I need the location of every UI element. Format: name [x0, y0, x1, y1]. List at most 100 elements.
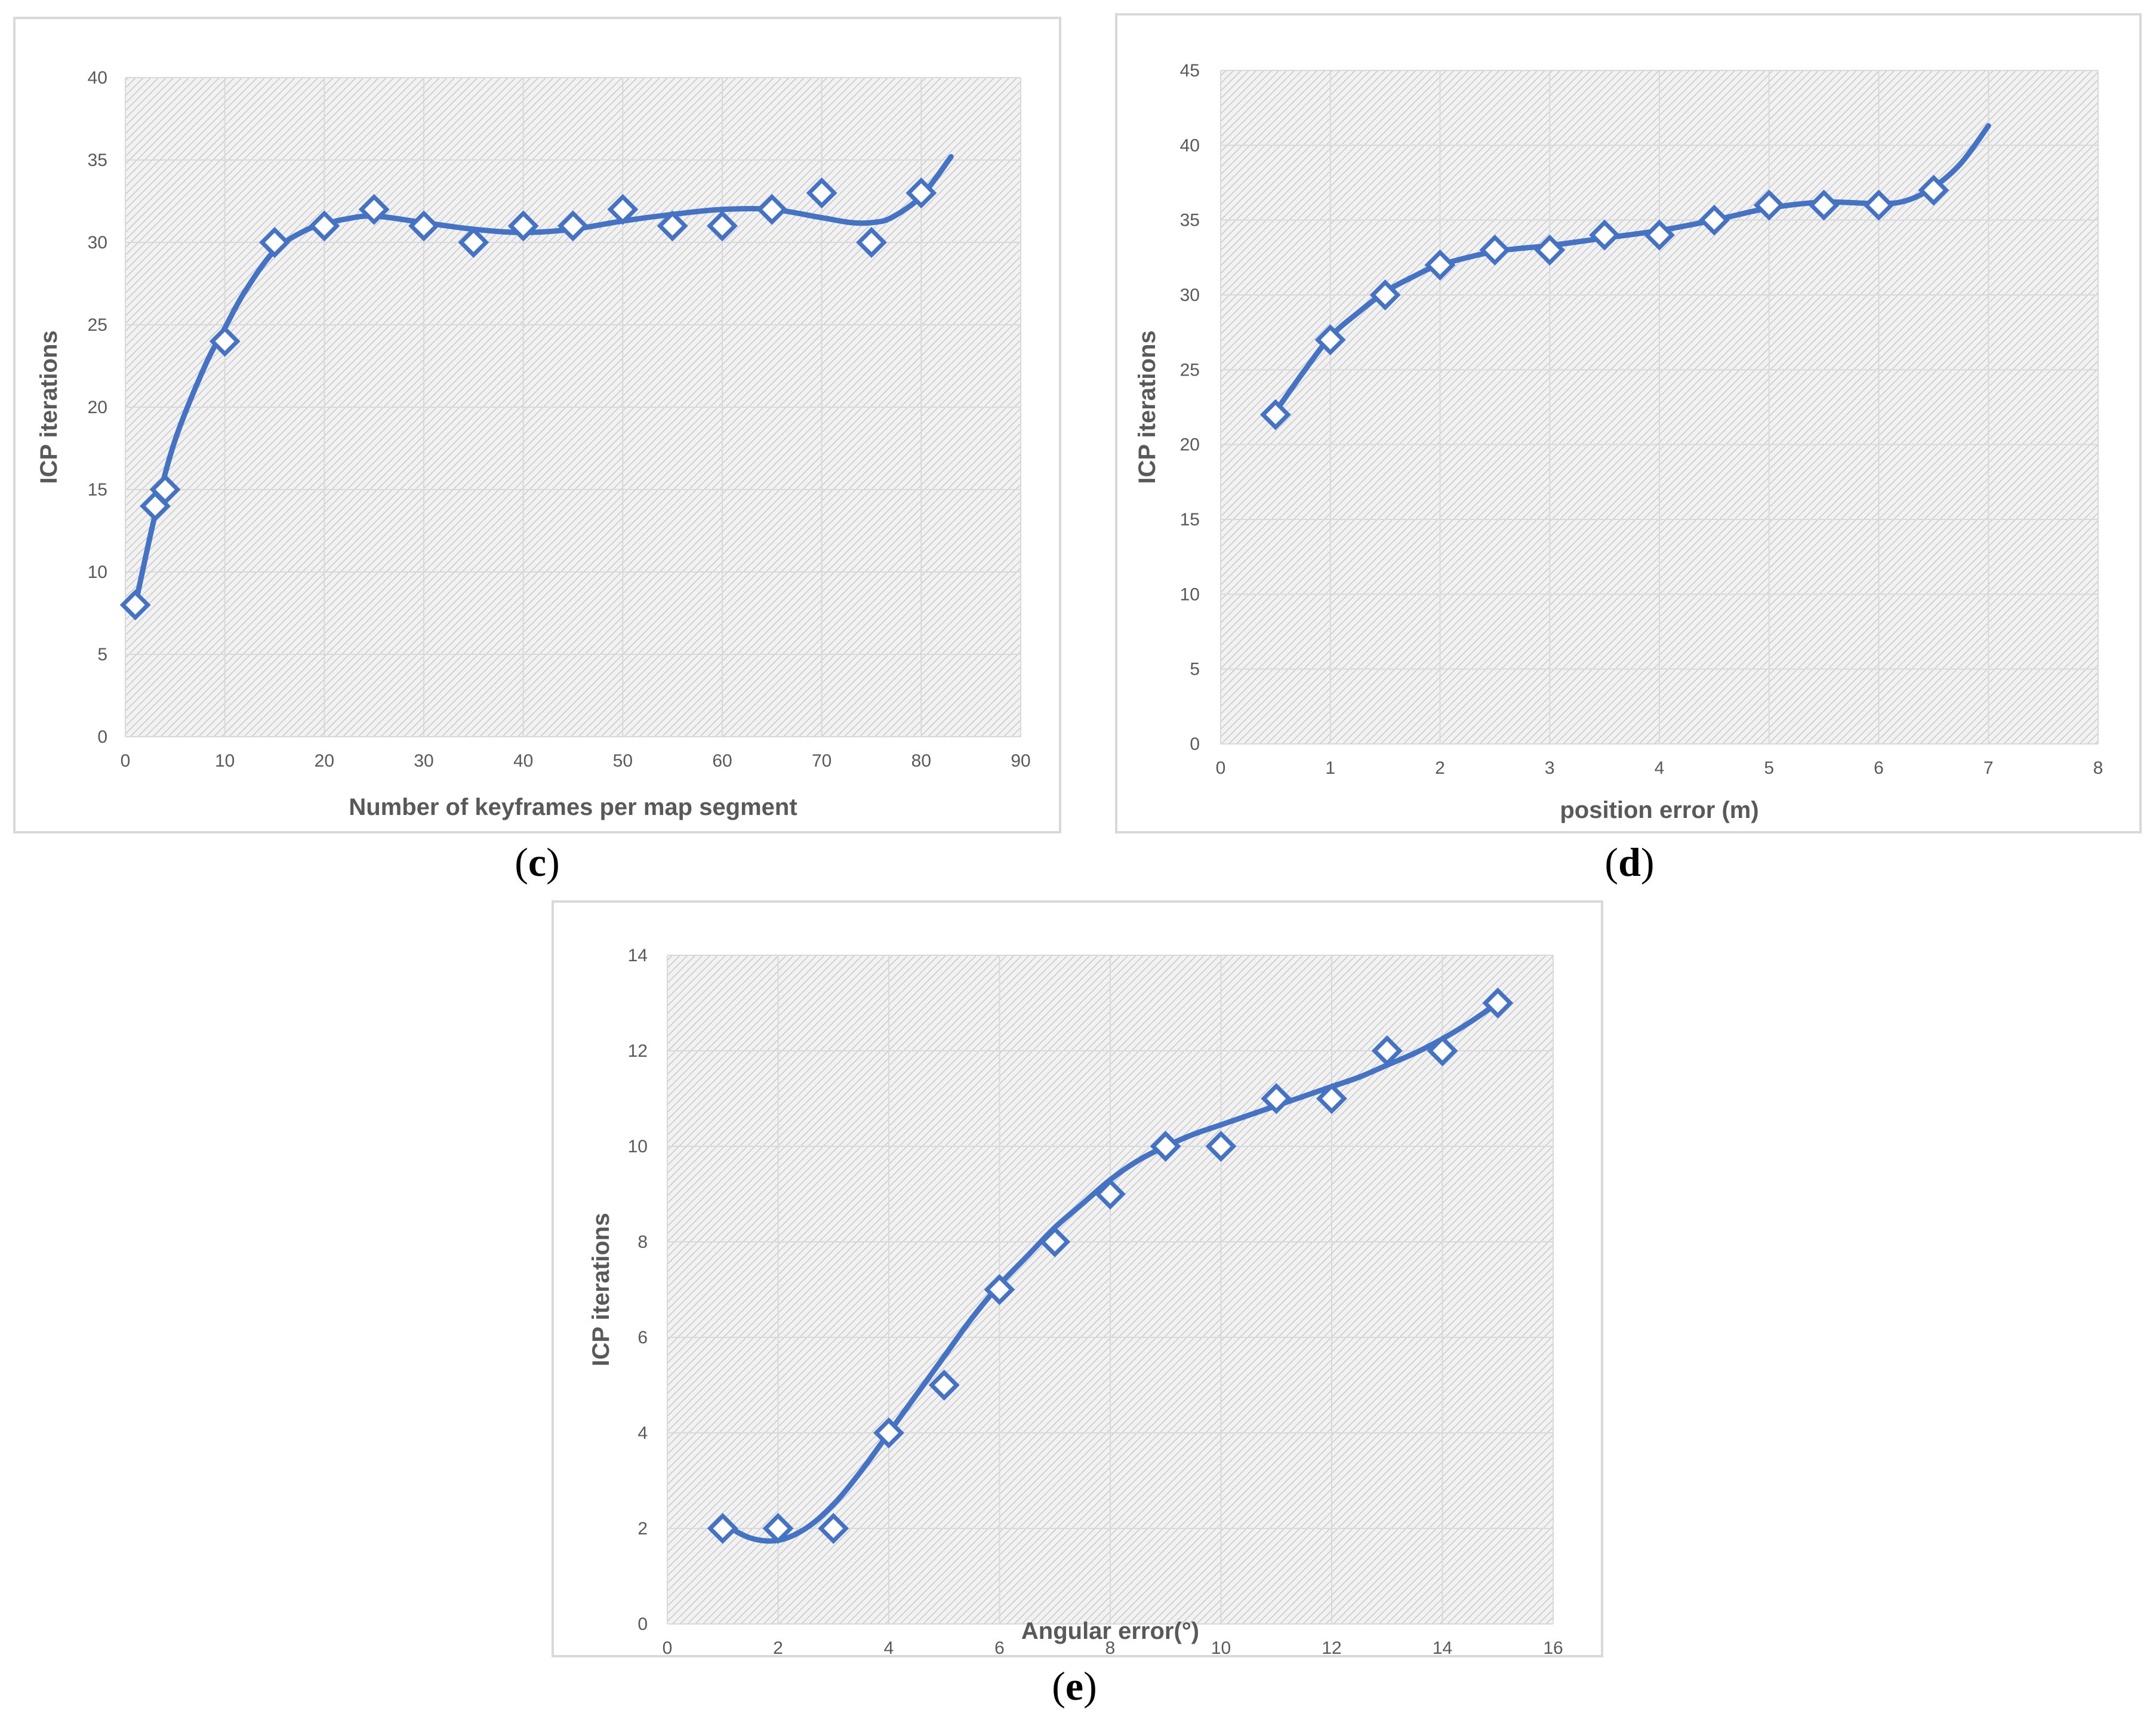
- data-point-marker: [1261, 1083, 1292, 1114]
- data-point-marker: [558, 210, 589, 242]
- data-point-marker: [507, 210, 539, 242]
- x-tick-label: 10: [1211, 1638, 1231, 1658]
- data-point-marker: [984, 1274, 1015, 1305]
- x-tick-label: 8: [1105, 1638, 1116, 1658]
- x-axis-title: Angular error(°): [1021, 1618, 1199, 1644]
- y-axis-title: ICP iterations: [588, 1213, 614, 1366]
- y-axis-title: ICP iterations: [36, 330, 62, 484]
- x-tick-label: 1: [1325, 758, 1335, 778]
- data-point-marker: [1369, 279, 1401, 310]
- data-point-marker: [905, 177, 937, 209]
- y-tick-label: 14: [628, 946, 648, 965]
- x-tick-label: 6: [1874, 758, 1884, 778]
- data-point-marker: [1205, 1131, 1237, 1162]
- data-point-marker: [358, 193, 390, 225]
- panel-label-c: (c): [515, 839, 560, 885]
- y-axis-title: ICP iterations: [1134, 330, 1160, 484]
- x-tick-label: 90: [1011, 751, 1030, 771]
- x-tick-label: 6: [994, 1638, 1005, 1658]
- data-point-marker: [1753, 189, 1785, 221]
- y-tick-label: 6: [637, 1328, 648, 1348]
- chart-panel-e: 0 2 4 6 8 10 12 14 0 2 4 6 8 10 12 14 16 Angular error(°)…: [549, 896, 1612, 1735]
- x-tick-label: 0: [121, 751, 131, 771]
- data-point-marker: [607, 193, 639, 225]
- y-tick-label: 0: [637, 1614, 648, 1634]
- y-tick-label: 15: [1180, 510, 1200, 530]
- data-point-marker: [762, 1513, 794, 1544]
- data-point-marker: [1534, 234, 1566, 266]
- data-point-marker: [818, 1513, 849, 1544]
- trendline: [133, 153, 954, 608]
- data-point-marker: [1314, 324, 1346, 356]
- data-point-marker: [1808, 189, 1840, 221]
- x-tick-label: 80: [911, 751, 931, 771]
- x-tick-label: 4: [884, 1638, 894, 1658]
- data-point-marker: [756, 193, 788, 225]
- x-tick-label: 8: [2093, 758, 2103, 778]
- x-tick-label: 12: [1322, 1638, 1341, 1658]
- x-tick-label: 14: [1433, 1638, 1452, 1658]
- y-tick-label: 30: [88, 233, 107, 253]
- data-point-marker: [1698, 204, 1730, 236]
- data-point-marker: [1479, 234, 1511, 266]
- data-point-marker: [928, 1370, 960, 1401]
- x-tick-label: 4: [1655, 758, 1665, 778]
- x-tick-label: 30: [414, 751, 433, 771]
- x-axis-title: Number of keyframes per map segment: [349, 794, 797, 820]
- x-axis-title: position error (m): [1560, 797, 1758, 823]
- y-tick-label: 40: [1180, 136, 1200, 155]
- y-tick-label: 35: [1180, 211, 1200, 230]
- data-point-marker: [259, 227, 290, 258]
- data-point-marker: [209, 325, 241, 357]
- trendline: [720, 1000, 1501, 1544]
- data-point-marker: [707, 210, 738, 242]
- data-point-marker: [873, 1417, 904, 1448]
- data-point-marker: [1427, 1035, 1458, 1066]
- x-tick-label: 10: [215, 751, 235, 771]
- x-tick-label: 3: [1545, 758, 1555, 778]
- data-point-marker: [1644, 219, 1675, 251]
- data-point-marker: [1095, 1179, 1126, 1210]
- y-tick-label: 20: [1180, 435, 1200, 455]
- y-tick-label: 12: [628, 1041, 648, 1061]
- y-tick-label: 10: [628, 1137, 648, 1156]
- x-tick-label: 5: [1764, 758, 1774, 778]
- panel-label-e: (e): [1052, 1663, 1097, 1709]
- data-point-marker: [856, 227, 887, 258]
- y-tick-label: 5: [1190, 660, 1200, 679]
- y-tick-label: 20: [88, 398, 107, 417]
- data-point-marker: [458, 227, 489, 258]
- y-tick-label: 35: [88, 150, 107, 170]
- chart-c: 0 5 10 15 20 25 30 35 40 0 10 20 30 40 50 60 70 80 90 Numbe…: [36, 68, 1031, 820]
- x-tick-label: 16: [1543, 1638, 1563, 1658]
- data-point-marker: [309, 210, 340, 242]
- y-tick-label: 25: [1180, 360, 1200, 380]
- data-point-marker: [707, 1513, 738, 1544]
- chart-panel-c: 0 5 10 15 20 25 30 35 40 0 10 20 30 40 50 60 70 80 90 Numbe…: [0, 0, 1074, 919]
- x-tick-label: 7: [1983, 758, 1994, 778]
- y-tick-label: 8: [637, 1232, 648, 1252]
- data-point-marker: [657, 210, 688, 242]
- y-tick-label: 10: [1180, 585, 1200, 604]
- panel-label-d: (d): [1604, 839, 1655, 885]
- y-tick-label: 5: [97, 645, 107, 665]
- data-point-marker: [1150, 1131, 1181, 1162]
- y-tick-label: 10: [88, 562, 107, 582]
- data-point-marker: [149, 474, 181, 505]
- x-tick-label: 40: [513, 751, 533, 771]
- x-tick-label: 0: [663, 1638, 673, 1658]
- data-point-marker: [1371, 1035, 1403, 1066]
- y-tick-label: 2: [637, 1519, 648, 1539]
- chart-e: 0 2 4 6 8 10 12 14 0 2 4 6 8 10 12 14 16 Angular error(°)…: [588, 946, 1563, 1658]
- x-tick-label: 60: [712, 751, 732, 771]
- x-tick-label: 70: [812, 751, 831, 771]
- x-tick-label: 0: [1216, 758, 1226, 778]
- chart-panel-d: 0 5 10 15 20 25 30 35 40 45 0 1 2 3 4 5 6 7 8 position erro…: [1098, 0, 2156, 919]
- y-tick-label: 30: [1180, 285, 1200, 305]
- data-point-marker: [1589, 219, 1621, 251]
- data-point-marker: [1482, 988, 1514, 1019]
- data-point-marker: [119, 589, 151, 621]
- y-tick-label: 0: [1190, 734, 1200, 754]
- data-point-marker: [408, 210, 439, 242]
